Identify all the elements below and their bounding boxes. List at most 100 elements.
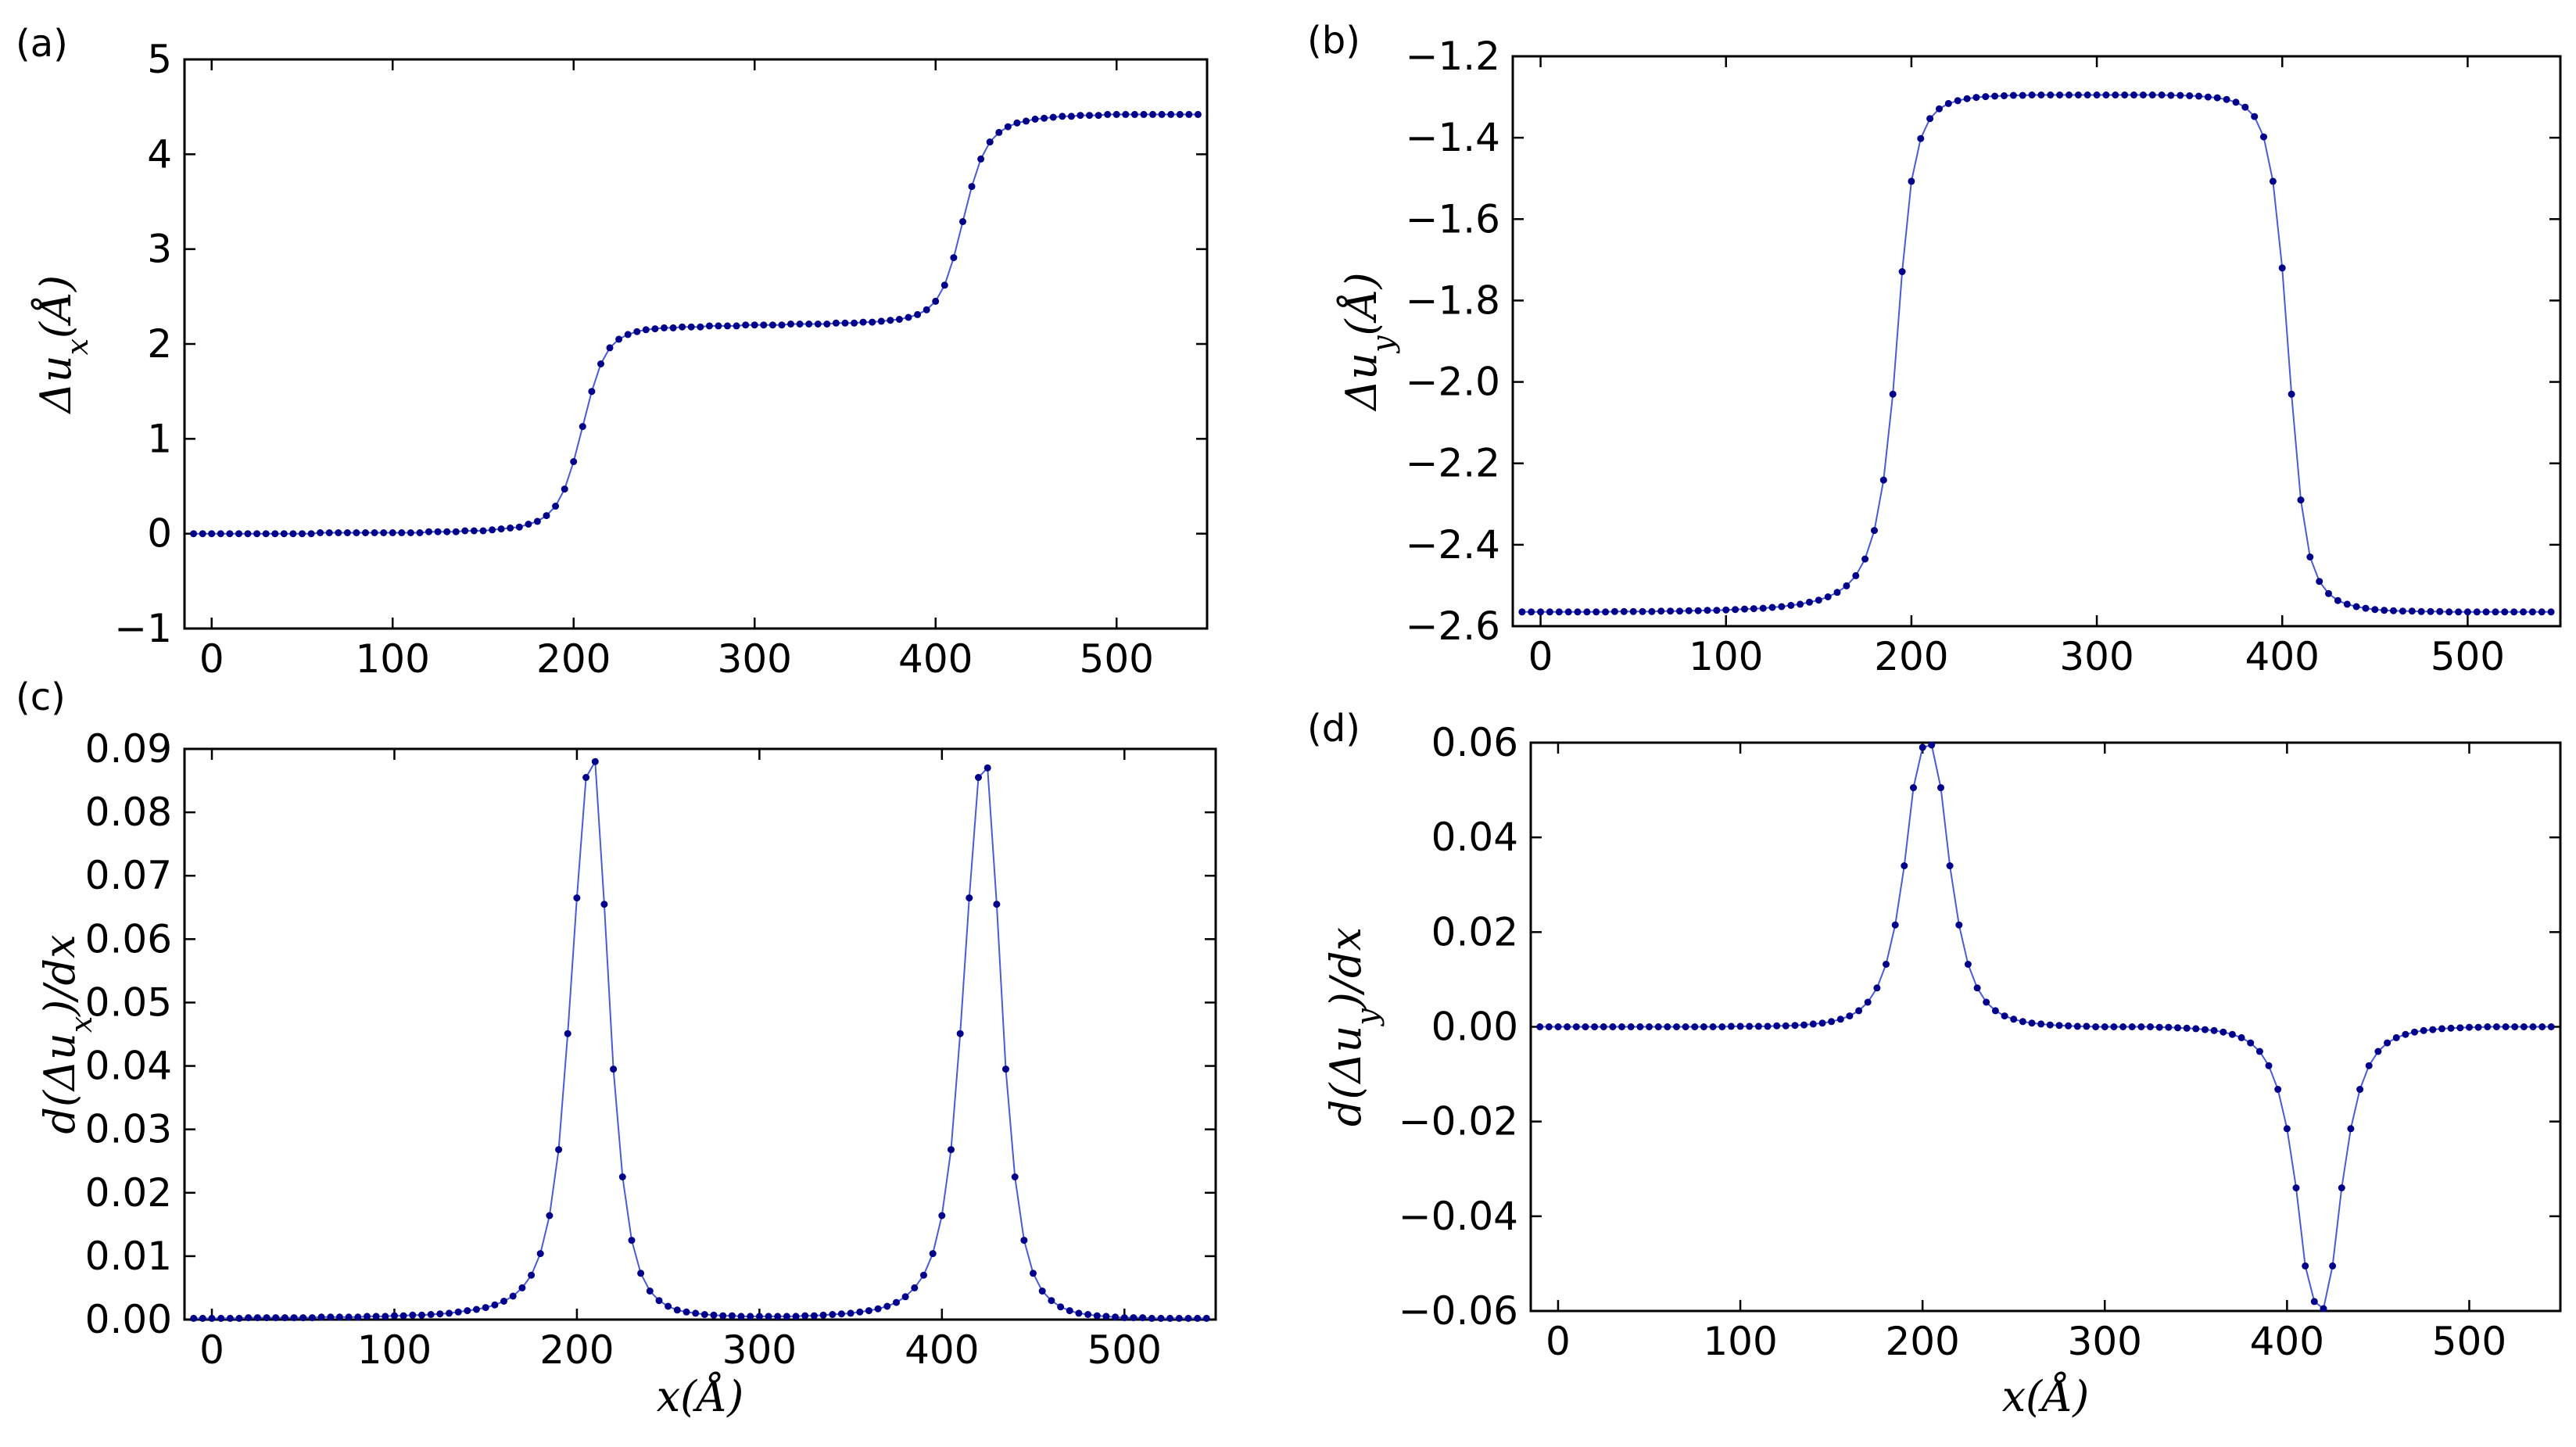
data-point [2083, 91, 2091, 98]
data-point [2195, 92, 2202, 100]
data-point [975, 774, 982, 781]
data-point [1194, 1314, 1202, 1322]
data-point [2384, 1039, 2391, 1047]
data-point [533, 518, 541, 525]
data-point [262, 530, 270, 538]
data-point [345, 1313, 353, 1321]
data-point [226, 530, 234, 538]
data-point [308, 1314, 316, 1322]
data-point [1682, 1023, 1689, 1030]
data-point [507, 524, 514, 532]
data-point [837, 1310, 845, 1318]
data-point [646, 1288, 654, 1295]
data-point [536, 1250, 544, 1258]
data-point [823, 321, 831, 328]
data-point [2148, 91, 2156, 98]
data-point [1910, 784, 1917, 792]
y-tick-label: 5 [147, 37, 172, 82]
data-point [1972, 94, 1980, 102]
data-point [796, 321, 804, 328]
data-point [1809, 1020, 1817, 1028]
data-point [1657, 607, 1665, 615]
data-point [1158, 110, 1166, 118]
data-point [1833, 589, 1841, 596]
x-tick-label: 500 [2431, 634, 2505, 679]
data-point [2167, 91, 2175, 99]
y-axis-label: Δux(Å) [30, 275, 95, 414]
data-point [217, 1314, 225, 1322]
plot-frame [183, 58, 1209, 630]
data-point [679, 323, 686, 331]
data-point [354, 1313, 362, 1321]
data-point [2297, 496, 2305, 504]
data-point [546, 1212, 554, 1220]
data-point [914, 310, 922, 318]
data-point [1167, 110, 1175, 118]
data-point [1564, 608, 1572, 616]
chart-panel-d: 0 100 200 300 400 500 −0.06 −0.04 −0.02 0.00 0.02 0… [1307, 707, 2562, 1421]
data-point [280, 530, 288, 538]
data-point [2399, 607, 2406, 615]
data-point [1011, 1173, 1019, 1180]
data-point [464, 1307, 471, 1315]
data-point [2547, 1023, 2555, 1030]
y-axis-label: d(Δuy)/dx [1321, 927, 1385, 1126]
data-point [1104, 110, 1112, 118]
data-point [851, 319, 858, 327]
data-point [1815, 596, 1822, 604]
data-point [389, 529, 396, 536]
data-point [1629, 607, 1637, 615]
data-point [2001, 92, 2008, 99]
data-point [2251, 113, 2259, 120]
data-point [1676, 607, 1683, 615]
data-point [2213, 94, 2221, 102]
data-point [380, 529, 388, 536]
data-point [1736, 1023, 1744, 1030]
x-tick-label: 400 [905, 1327, 979, 1373]
data-point [2165, 1023, 2173, 1031]
x-axis-label: x(Å) [657, 1370, 744, 1421]
data-point [2510, 608, 2518, 616]
data-point [427, 1311, 435, 1318]
data-point [2520, 1023, 2528, 1030]
data-point [2204, 93, 2212, 101]
panel-label: (d) [1307, 707, 1360, 750]
panel-label: (b) [1307, 19, 1360, 63]
data-point [2447, 1024, 2455, 1032]
data-point [747, 1313, 754, 1320]
data-point [1759, 604, 1767, 612]
data-point [628, 1237, 636, 1245]
data-point [1797, 600, 1804, 608]
data-point [1664, 1023, 1671, 1030]
data-point [956, 1030, 964, 1037]
data-point [968, 183, 976, 191]
data-point [1555, 608, 1563, 616]
data-point [2356, 1086, 2364, 1093]
data-point [1871, 527, 1878, 535]
y-axis-label: Δuy(Å) [1335, 272, 1400, 411]
data-point [1901, 862, 1908, 869]
data-point [2119, 1023, 2127, 1030]
data-point [2438, 1025, 2445, 1033]
data-point [491, 1301, 499, 1309]
data-point [805, 321, 813, 328]
data-point [479, 527, 487, 535]
data-point [1130, 110, 1138, 118]
data-point [446, 1309, 453, 1317]
data-point [966, 894, 973, 902]
data-point [2260, 133, 2267, 141]
data-point [2237, 1033, 2245, 1041]
data-point [2429, 1026, 2437, 1033]
data-point [755, 1313, 763, 1320]
data-point [2055, 1022, 2063, 1030]
x-tick-label: 100 [356, 636, 430, 682]
data-point [959, 218, 966, 225]
data-point [2466, 1023, 2473, 1031]
data-point [1554, 1023, 1562, 1030]
data-point [1982, 93, 1990, 101]
panel-label: (a) [16, 22, 68, 66]
data-point [1084, 1311, 1092, 1318]
data-point [482, 1304, 489, 1312]
data-point [1944, 99, 1952, 107]
y-tick-label: −0.02 [1399, 1099, 1518, 1144]
